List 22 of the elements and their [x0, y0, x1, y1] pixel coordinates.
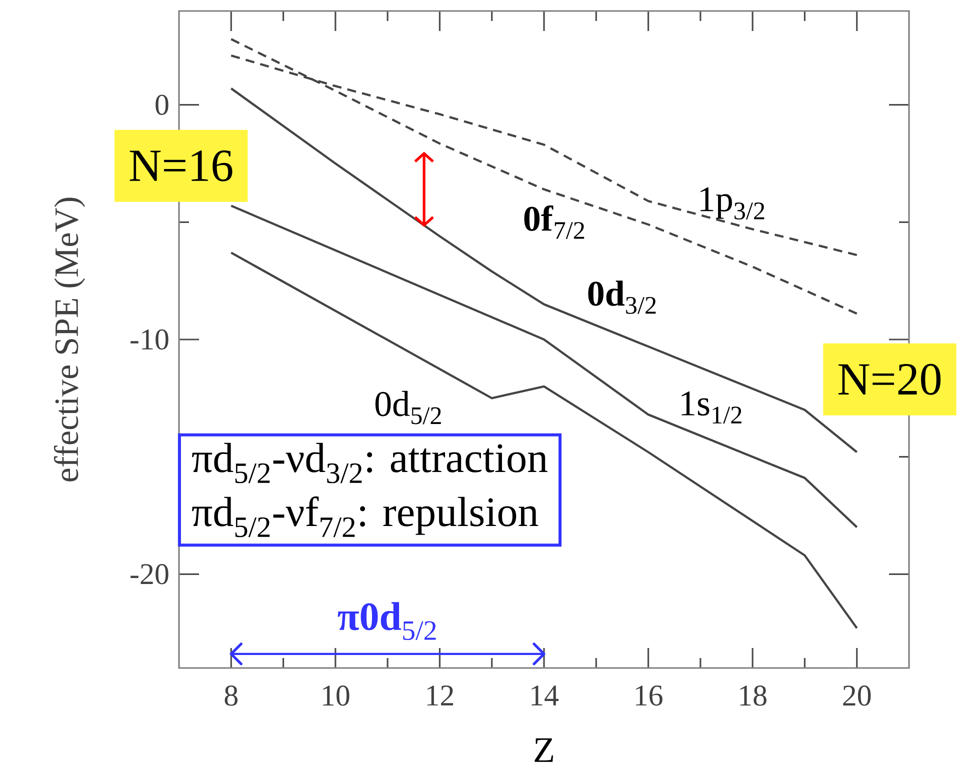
- series-label: π0d$_{5/2}$: [338, 602, 436, 640]
- annotation: 0d$_{5/2}$: [375, 390, 441, 424]
- x-tick-label: 18: [740, 686, 766, 706]
- y-axis-title: effective SPE (MeV): [54, 198, 86, 482]
- annotation: 0d$_{3/2}$: [588, 280, 656, 314]
- x-tick-label: 16: [636, 686, 662, 706]
- annotation: πd$_{5/2}$-νf$_{7/2}$: repulsion: [192, 496, 538, 538]
- annotation: 0f$_{7/2}$: [524, 205, 584, 240]
- x-axis-title: Z: [534, 738, 554, 762]
- x-tick-label: 10: [323, 686, 350, 706]
- x-tick-label: 14: [532, 686, 559, 706]
- x-tick-label: 20: [843, 686, 871, 706]
- annotation: 1p$_{3/2}$: [700, 187, 764, 220]
- y-tick-label: -10: [130, 329, 168, 350]
- x-tick-label: 12: [427, 686, 454, 706]
- annotation: πd$_{5/2}$-νd$_{3/2}$: attraction: [192, 442, 548, 484]
- x-tick-label: 8: [224, 686, 238, 706]
- y-tick-label: -20: [130, 564, 168, 584]
- annotation: N=20: [838, 364, 941, 395]
- annotation: 1s$_{1/2}$: [682, 391, 742, 424]
- annotation: N=16: [130, 150, 232, 182]
- y-tick-label: 0: [156, 94, 168, 115]
